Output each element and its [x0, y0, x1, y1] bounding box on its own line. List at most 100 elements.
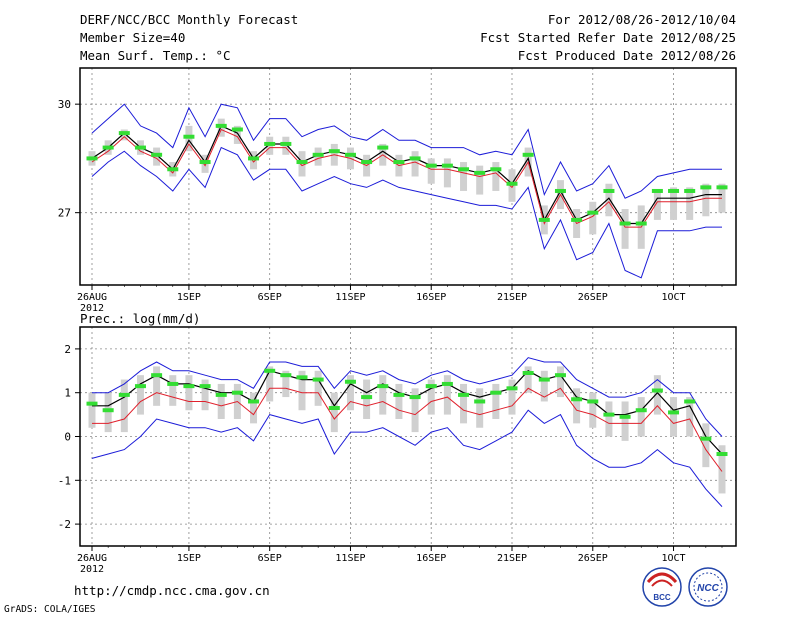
precip-spread-box — [282, 370, 290, 398]
temp-xtick-label: 11SEP — [335, 292, 365, 303]
precip-spread-box — [88, 392, 96, 428]
precip-spread-box — [621, 401, 629, 441]
precip-marker — [183, 384, 195, 389]
temp-marker — [199, 160, 211, 165]
temp-panel: 27 30 26AUG 1SEP 6SEP 11SEP 16SEP 21SEP 26SEP 1OC… — [58, 67, 737, 314]
temp-frame — [79, 67, 737, 286]
precip-ytick-label: 0 — [64, 431, 71, 444]
precip-spread-box — [185, 375, 193, 411]
temp-xtick-label: 16SEP — [416, 292, 446, 303]
temp-marker — [344, 152, 356, 157]
precip-marker — [312, 377, 324, 382]
temp-marker — [248, 156, 260, 161]
precip-spread-box — [379, 375, 387, 415]
precip-spread-box — [169, 375, 177, 406]
precip-spread-box — [605, 401, 613, 437]
temp-spread-box — [443, 158, 451, 188]
precip-line-min — [91, 409, 723, 507]
temp-marker — [490, 167, 502, 172]
refer-date: Fcst Started Refer Date 2012/08/25 — [480, 30, 736, 45]
precip-spread-box — [250, 392, 258, 424]
temp-marker — [409, 156, 421, 161]
precip-marker — [134, 384, 146, 389]
precip-spread-box — [395, 383, 403, 419]
precip-ytick-label: -2 — [58, 518, 71, 531]
precip-marker — [474, 399, 486, 404]
temp-marker — [102, 145, 114, 150]
precip-title: Prec.: log(mm/d) — [80, 311, 201, 326]
temp-spread-box — [686, 187, 694, 220]
temp-marker — [538, 217, 550, 222]
precip-spread-box — [508, 379, 516, 415]
temp-spread-box — [492, 162, 500, 191]
temp-spread-box — [411, 151, 419, 177]
precip-marker — [86, 401, 98, 406]
temp-spread-box — [460, 162, 468, 191]
temp-marker — [118, 131, 130, 136]
precip-spread-box — [573, 388, 581, 424]
temp-line-max — [91, 103, 722, 199]
temp-marker — [474, 170, 486, 175]
chart-title: DERF/NCC/BCC Monthly Forecast — [80, 12, 299, 27]
precip-marker — [167, 381, 179, 386]
precip-marker — [700, 436, 712, 441]
precip-xtick-label: 26AUG — [77, 553, 107, 564]
footer-url[interactable]: http://cmdp.ncc.cma.gov.cn — [74, 583, 270, 598]
temp-marker — [619, 221, 631, 226]
precip-marker — [522, 370, 534, 375]
temp-marker — [684, 188, 696, 193]
precip-marker — [296, 375, 308, 380]
precip-marker — [344, 379, 356, 384]
precip-spread-box — [670, 397, 678, 437]
temp-marker — [280, 141, 292, 146]
precip-marker — [651, 388, 663, 393]
temp-line-median — [91, 128, 722, 228]
precip-marker — [393, 392, 405, 397]
temp-marker — [377, 145, 389, 150]
precip-marker — [668, 410, 680, 415]
temp-marker — [393, 160, 405, 165]
temp-year-label: 2012 — [80, 303, 104, 314]
precip-xtick-label: 1OCT — [661, 553, 685, 564]
precip-marker — [199, 384, 211, 389]
precip-marker — [264, 368, 276, 373]
precip-marker — [118, 392, 130, 397]
temp-xtick-label: 6SEP — [258, 292, 282, 303]
temp-marker — [651, 188, 663, 193]
temp-ytick-label: 27 — [58, 207, 71, 220]
temp-spread-box — [653, 190, 661, 220]
temp-marker — [441, 163, 453, 168]
temp-line-ensemble-mean — [91, 125, 722, 225]
temp-xtick-label: 21SEP — [497, 292, 527, 303]
temp-marker — [264, 141, 276, 146]
precip-spread-box — [443, 375, 451, 415]
precip-spread-box — [653, 375, 661, 415]
precip-marker — [458, 392, 470, 397]
temp-marker — [587, 210, 599, 215]
precip-xtick-label: 21SEP — [497, 553, 527, 564]
precip-spread-box — [346, 375, 354, 411]
precip-spread-box — [217, 383, 225, 419]
temp-marker — [134, 145, 146, 150]
precip-marker — [102, 408, 114, 413]
precip-xtick-label: 11SEP — [335, 553, 365, 564]
precip-spread-box — [460, 383, 468, 424]
precip-spread-box — [589, 392, 597, 428]
precip-line-ensemble-mean — [92, 370, 723, 455]
precip-panel: -2 -1 0 1 2 26AUG 1SEP 6SEP 11SEP 16SEP 21SEP 26SEP… — [58, 326, 737, 575]
temp-spread-box — [476, 165, 484, 195]
precip-xtick-label: 6SEP — [258, 553, 282, 564]
precip-spread-box — [298, 370, 306, 411]
precip-marker — [328, 406, 340, 411]
precip-marker — [425, 384, 437, 389]
precip-marker — [441, 381, 453, 386]
precip-spread-box — [104, 392, 112, 433]
precip-year-label: 2012 — [80, 564, 104, 575]
temp-spread-box — [605, 183, 613, 217]
precip-marker — [280, 373, 292, 378]
precip-line-max — [92, 357, 723, 437]
precip-line-median — [92, 387, 723, 472]
temp-marker — [328, 149, 340, 154]
precip-spread-box — [266, 366, 274, 402]
